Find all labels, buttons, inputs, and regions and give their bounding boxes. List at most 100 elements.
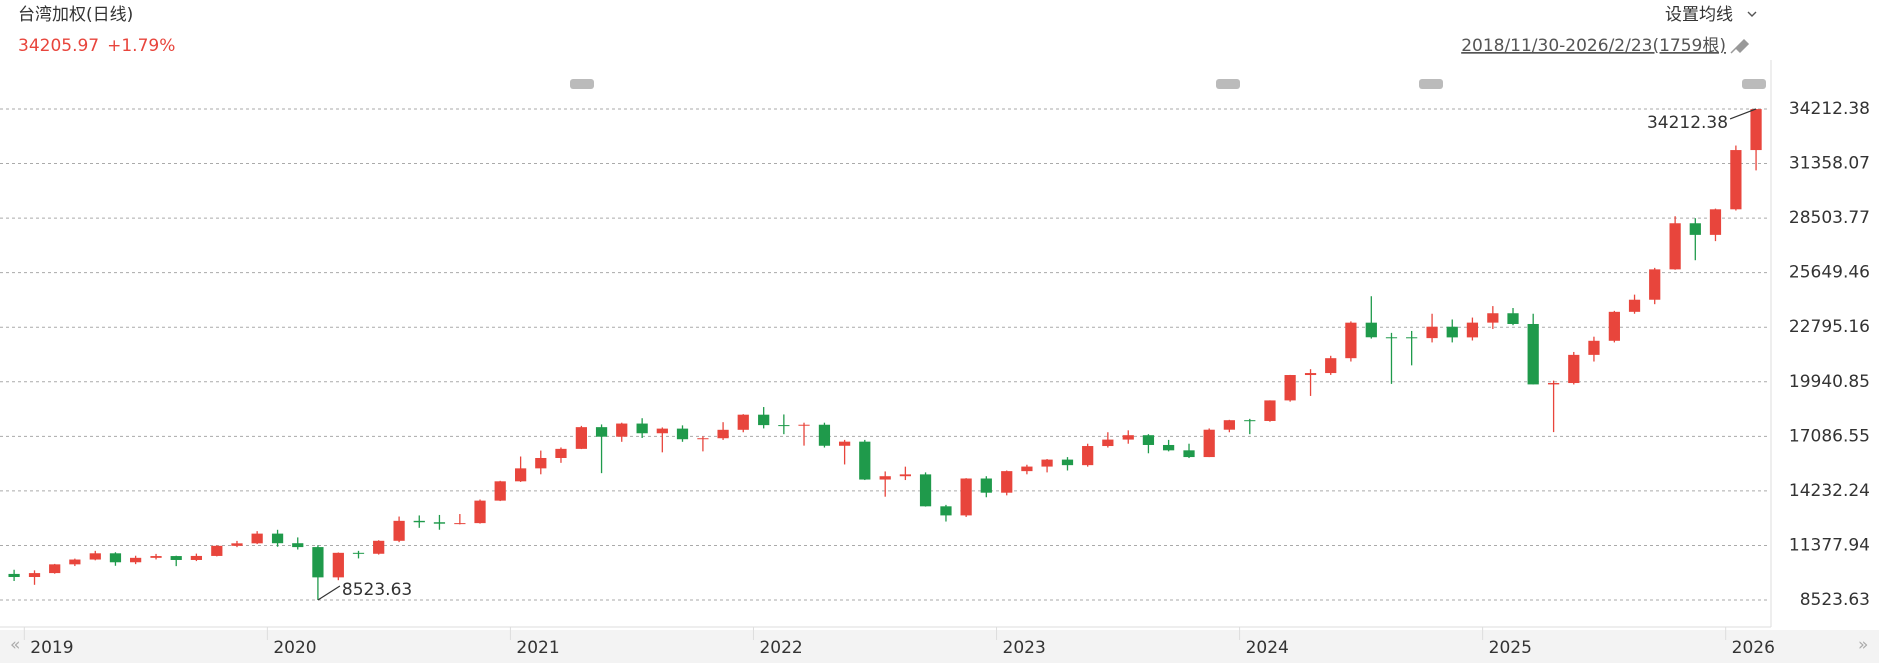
candle-body xyxy=(1669,223,1681,270)
candle-body xyxy=(1689,223,1701,235)
candle-body xyxy=(717,429,729,439)
candle-body xyxy=(1487,313,1499,323)
candle-body xyxy=(69,559,81,565)
candle-body xyxy=(28,573,41,578)
candle-body xyxy=(109,553,122,563)
scroll-left[interactable]: « xyxy=(10,635,20,655)
candle-body xyxy=(980,478,992,493)
ma-settings-button[interactable]: 设置均线 xyxy=(1665,5,1733,25)
candle-body xyxy=(676,428,689,440)
candle-body xyxy=(838,441,851,446)
y-tick-label: 17086.55 xyxy=(1789,426,1870,446)
y-tick-label: 34212.38 xyxy=(1789,99,1870,119)
last-price: 34205.97 xyxy=(18,36,99,56)
candle-body xyxy=(332,552,344,578)
event-marker[interactable] xyxy=(1419,79,1443,89)
x-tick-label: 2022 xyxy=(759,638,802,658)
event-marker[interactable] xyxy=(1216,79,1240,89)
candle-body xyxy=(859,441,871,480)
candle-body xyxy=(1325,358,1337,374)
candle-body xyxy=(413,520,425,523)
candle-body xyxy=(292,543,304,548)
change-percent: +1.79% xyxy=(107,36,175,56)
candle-body xyxy=(818,424,831,446)
candle-body xyxy=(919,474,932,507)
y-tick-label: 19940.85 xyxy=(1789,372,1870,392)
candle-body xyxy=(515,468,527,482)
candle-body xyxy=(1446,326,1458,338)
candle-body xyxy=(231,543,243,546)
candle-body xyxy=(737,414,749,430)
candle-body xyxy=(1385,337,1398,339)
y-tick-label: 25649.46 xyxy=(1789,263,1870,283)
candle-body xyxy=(190,555,203,560)
x-tick-label: 2024 xyxy=(1246,638,1289,658)
candle-body xyxy=(535,457,547,469)
candle-body xyxy=(1284,375,1296,401)
range-label[interactable]: 2018/11/30-2026/2/23(1759根) xyxy=(1461,36,1726,56)
candle-body xyxy=(595,427,608,437)
scroll-right[interactable]: » xyxy=(1858,635,1868,655)
candle-body xyxy=(393,520,405,541)
candle-body xyxy=(616,423,628,437)
x-tick-label: 2021 xyxy=(516,638,559,658)
candle-body xyxy=(798,424,810,426)
candle-body xyxy=(758,414,770,426)
candle-body xyxy=(1750,109,1762,151)
candle-body xyxy=(8,573,20,578)
x-tick-label: 2026 xyxy=(1732,638,1775,658)
candle-body xyxy=(170,556,182,560)
candle-body xyxy=(1102,439,1114,447)
candle-body xyxy=(1547,383,1560,385)
candle-body xyxy=(1162,444,1175,451)
candle-body xyxy=(1709,209,1722,235)
chart-title: 台湾加权(日线) xyxy=(18,5,133,25)
candle-body xyxy=(1406,337,1418,339)
candle-body xyxy=(1001,471,1013,493)
candle-body xyxy=(697,438,709,440)
candle-body xyxy=(778,425,790,427)
annotation-label: 8523.63 xyxy=(342,580,412,600)
chevron xyxy=(1747,11,1757,17)
candle-body xyxy=(636,423,648,434)
candle-body xyxy=(89,553,101,560)
candle-body xyxy=(49,564,61,574)
candle-body xyxy=(960,478,972,516)
pin-icon[interactable] xyxy=(1730,38,1750,54)
candle-body xyxy=(1730,150,1742,210)
y-tick-label: 28503.77 xyxy=(1789,208,1870,228)
candle-body xyxy=(1345,322,1357,359)
candle-body xyxy=(1244,420,1256,422)
annotation-arrow xyxy=(1729,108,1757,120)
candle-body xyxy=(271,533,284,544)
candle-body xyxy=(433,522,446,524)
y-tick-label: 11377.94 xyxy=(1789,535,1870,555)
scrollbar[interactable] xyxy=(0,630,1879,663)
candle-body xyxy=(1021,466,1033,472)
candle-body xyxy=(312,547,324,578)
candle-body xyxy=(1588,340,1600,355)
candle-body xyxy=(352,552,365,554)
annotation-arrow xyxy=(317,585,341,601)
candle-body xyxy=(251,533,263,544)
candle-body xyxy=(1122,435,1134,440)
x-tick-label: 2025 xyxy=(1489,638,1532,658)
candle-body xyxy=(1203,429,1215,458)
x-tick-label: 2019 xyxy=(30,638,73,658)
candle-body xyxy=(1608,311,1620,341)
candle-body xyxy=(1649,269,1661,300)
annotation-label: 34212.38 xyxy=(1647,113,1728,133)
y-tick-label: 14232.24 xyxy=(1789,481,1870,501)
candle-body xyxy=(1061,459,1074,466)
candle-body xyxy=(575,427,587,449)
candle-body xyxy=(1082,446,1094,466)
candle-body xyxy=(150,556,162,558)
candle-body xyxy=(1426,326,1438,339)
candle-body xyxy=(1365,322,1377,338)
event-marker[interactable] xyxy=(570,79,594,89)
candle-body xyxy=(656,428,668,434)
event-marker[interactable] xyxy=(1742,79,1766,89)
candle-body xyxy=(1142,435,1155,445)
